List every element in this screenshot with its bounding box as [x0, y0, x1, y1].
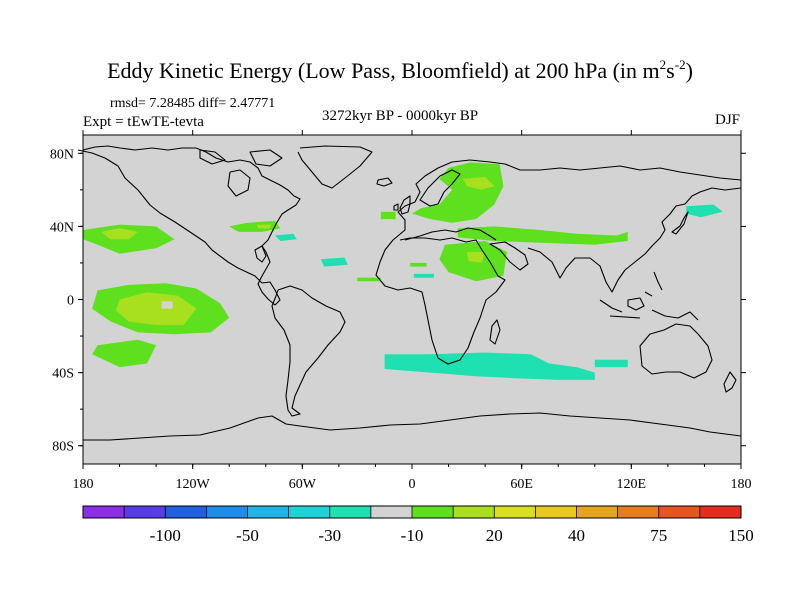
region-us-east-core [256, 224, 272, 229]
coastline-europe [392, 159, 742, 241]
coastline-greenland [297, 145, 373, 189]
region-south-indian-east [594, 359, 628, 368]
colorbar-label: 20 [486, 526, 503, 545]
colorbar-swatch [535, 506, 578, 518]
colorbar-swatch [658, 506, 701, 518]
colorbar: -100 -50 -30 -10 20 40 75 150 [82, 505, 754, 545]
map-axes: 180 120W 60W 0 60E 120E 180 80N 40N 0 40S 80S [50, 130, 752, 492]
colorbar-swatch [206, 506, 249, 518]
coastline-philippines [644, 271, 663, 297]
x-tick-label: 120W [176, 477, 211, 492]
x-tick-label: 60E [510, 477, 533, 492]
region-asian-jet [457, 226, 628, 245]
coastline-arctic-islands [199, 149, 283, 167]
colorbar-swatch [370, 506, 413, 518]
colorbar-swatch [617, 506, 660, 518]
coastline-uk [393, 195, 411, 215]
x-tick-label: 180 [73, 477, 94, 492]
x-tick-label: 0 [409, 477, 416, 492]
title-superscript-2: -2 [674, 57, 686, 72]
colorbar-swatch [247, 506, 290, 518]
x-tick-label: 60W [289, 477, 317, 492]
colorbar-label: -100 [150, 526, 181, 545]
region-eurasia-north-core [463, 177, 495, 190]
coastline-florida [254, 245, 267, 263]
colorbar-label: 40 [568, 526, 585, 545]
region-central-atlantic [320, 257, 348, 267]
coastline-indonesia [599, 297, 699, 321]
region-west-africa-strip [357, 277, 381, 282]
coastline-scandinavia [419, 169, 461, 207]
colorbar-label: -10 [401, 526, 424, 545]
colorbar-swatch [124, 506, 166, 518]
coastline-africa [375, 237, 506, 365]
coastline-japan [671, 211, 689, 235]
season-label: DJF [714, 112, 740, 128]
region-north-pacific-core [101, 228, 138, 240]
colorbar-swatch [83, 506, 125, 518]
colorbar-label: -30 [318, 526, 341, 545]
colorbar-swatch [412, 506, 454, 518]
x-tick-label: 180 [731, 477, 752, 492]
region-us-east-coast [229, 220, 281, 232]
region-north-africa-core [466, 252, 486, 263]
colorbar-swatch [699, 506, 742, 518]
colorbar-label: 75 [650, 526, 667, 545]
coastline-australia [639, 323, 713, 379]
colorbar-swatch [165, 506, 207, 518]
region-europe-west-coast [380, 211, 396, 220]
stats-label: rmsd= 7.28485 diff= 2.47771 [110, 96, 276, 111]
region-south-pacific [92, 339, 157, 368]
period-label: 3272kyr BP - 0000kyr BP [321, 108, 479, 124]
region-tropical-pacific-hole [161, 301, 173, 309]
coastline-south-america [271, 285, 346, 417]
coastline-south-asia [527, 187, 742, 293]
coastline-madagascar [489, 319, 501, 345]
title-mid: s [666, 58, 675, 83]
colorbar-swatch [329, 506, 372, 518]
region-south-atlantic-indian [384, 352, 595, 380]
experiment-label: Expt = tEwTE-tevta [83, 114, 204, 130]
region-western-atlantic [274, 233, 297, 241]
colorbar-frame [82, 505, 742, 519]
coastline-iceland [376, 177, 393, 187]
y-tick-label: 40N [50, 220, 74, 235]
x-tick-label: 120E [617, 477, 647, 492]
coastlines [77, 145, 742, 441]
coastline-antarctica [83, 412, 742, 441]
y-tick-label: 80S [52, 440, 74, 455]
field-regions [83, 162, 723, 380]
y-tick-label: 80N [50, 147, 74, 162]
region-sahara-west [410, 262, 427, 267]
region-tropical-pacific-core [115, 292, 197, 326]
title-superscript-1: 2 [659, 57, 667, 72]
title-end: ) [685, 58, 693, 83]
region-north-pacific-west [686, 204, 723, 218]
colorbar-label: -50 [236, 526, 259, 545]
colorbar-swatch [576, 506, 619, 518]
region-gulf-of-guinea [413, 273, 434, 278]
colorbar-swatch [494, 506, 536, 518]
colorbar-label: 150 [728, 526, 754, 545]
coastline-hudson-bay [227, 169, 251, 197]
coastline-mediterranean [404, 227, 497, 241]
coastline-new-zealand [723, 371, 737, 393]
y-tick-label: 0 [67, 294, 74, 309]
coastline-north-america [77, 145, 301, 306]
chart-title: Eddy Kinetic Energy (Low Pass, Bloomfiel… [0, 58, 800, 84]
y-tick-label: 40S [52, 367, 74, 382]
title-main: Eddy Kinetic Energy (Low Pass, Bloomfiel… [107, 58, 660, 83]
coastline-arabia [489, 241, 529, 271]
colorbar-swatch [453, 506, 495, 518]
colorbar-swatch [288, 506, 331, 518]
